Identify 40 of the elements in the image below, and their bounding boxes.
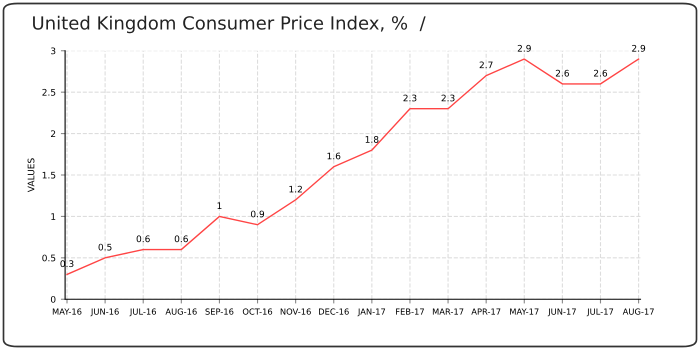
data-label: 0.9 — [250, 210, 264, 218]
x-tick-label: JUL-17 — [586, 308, 614, 316]
x-tick-label: JUN-16 — [90, 308, 119, 316]
y-axis-title: VALUES — [28, 158, 34, 192]
y-tick-label: 0 — [50, 296, 56, 303]
x-tick-label: JAN-17 — [357, 308, 386, 316]
data-label: 2.3 — [442, 94, 455, 102]
x-tick-label: MAR-17 — [432, 308, 464, 315]
x-tick-label: JUL-16 — [129, 308, 156, 316]
data-label: 0.5 — [98, 244, 112, 251]
data-label: 2.9 — [518, 44, 531, 52]
x-tick-label: JUN-17 — [548, 308, 576, 316]
x-tick-label: DEC-16 — [319, 308, 349, 315]
x-tick-label: NOV-16 — [280, 308, 311, 315]
x-tick-label: AUG-16 — [165, 308, 197, 315]
x-tick-label: MAY-16 — [52, 308, 82, 315]
data-label: 0.6 — [136, 235, 150, 242]
y-tick-label: 2.5 — [42, 88, 56, 96]
x-tick-label: MAY-17 — [510, 308, 539, 315]
data-label: 2.3 — [403, 94, 416, 102]
data-label: 1.6 — [328, 152, 340, 160]
data-label: 1.2 — [289, 186, 302, 192]
data-label: 2.6 — [556, 70, 569, 77]
y-tick-label: 2 — [50, 130, 56, 138]
y-tick-label: 0.5 — [42, 254, 56, 262]
chart-title: United Kingdom Consumer Price Index, % / — [33, 16, 426, 34]
data-label: 2.9 — [632, 44, 646, 52]
x-tick-label: AUG-17 — [622, 308, 654, 315]
y-tick-label: 1.5 — [42, 172, 56, 179]
data-label: 1 — [218, 202, 222, 209]
data-label: 2.7 — [480, 61, 493, 68]
y-tick-label: 1 — [51, 213, 56, 220]
data-label: 2.6 — [594, 70, 608, 77]
x-tick-label: FEB-17 — [396, 308, 424, 315]
x-tick-label: SEP-16 — [205, 308, 234, 315]
x-tick-label: APR-17 — [471, 308, 500, 315]
data-label: 1.8 — [366, 136, 378, 143]
data-label: 0.6 — [174, 235, 188, 242]
y-tick-label: 3 — [51, 47, 56, 54]
x-tick-label: OCT-16 — [242, 308, 272, 315]
